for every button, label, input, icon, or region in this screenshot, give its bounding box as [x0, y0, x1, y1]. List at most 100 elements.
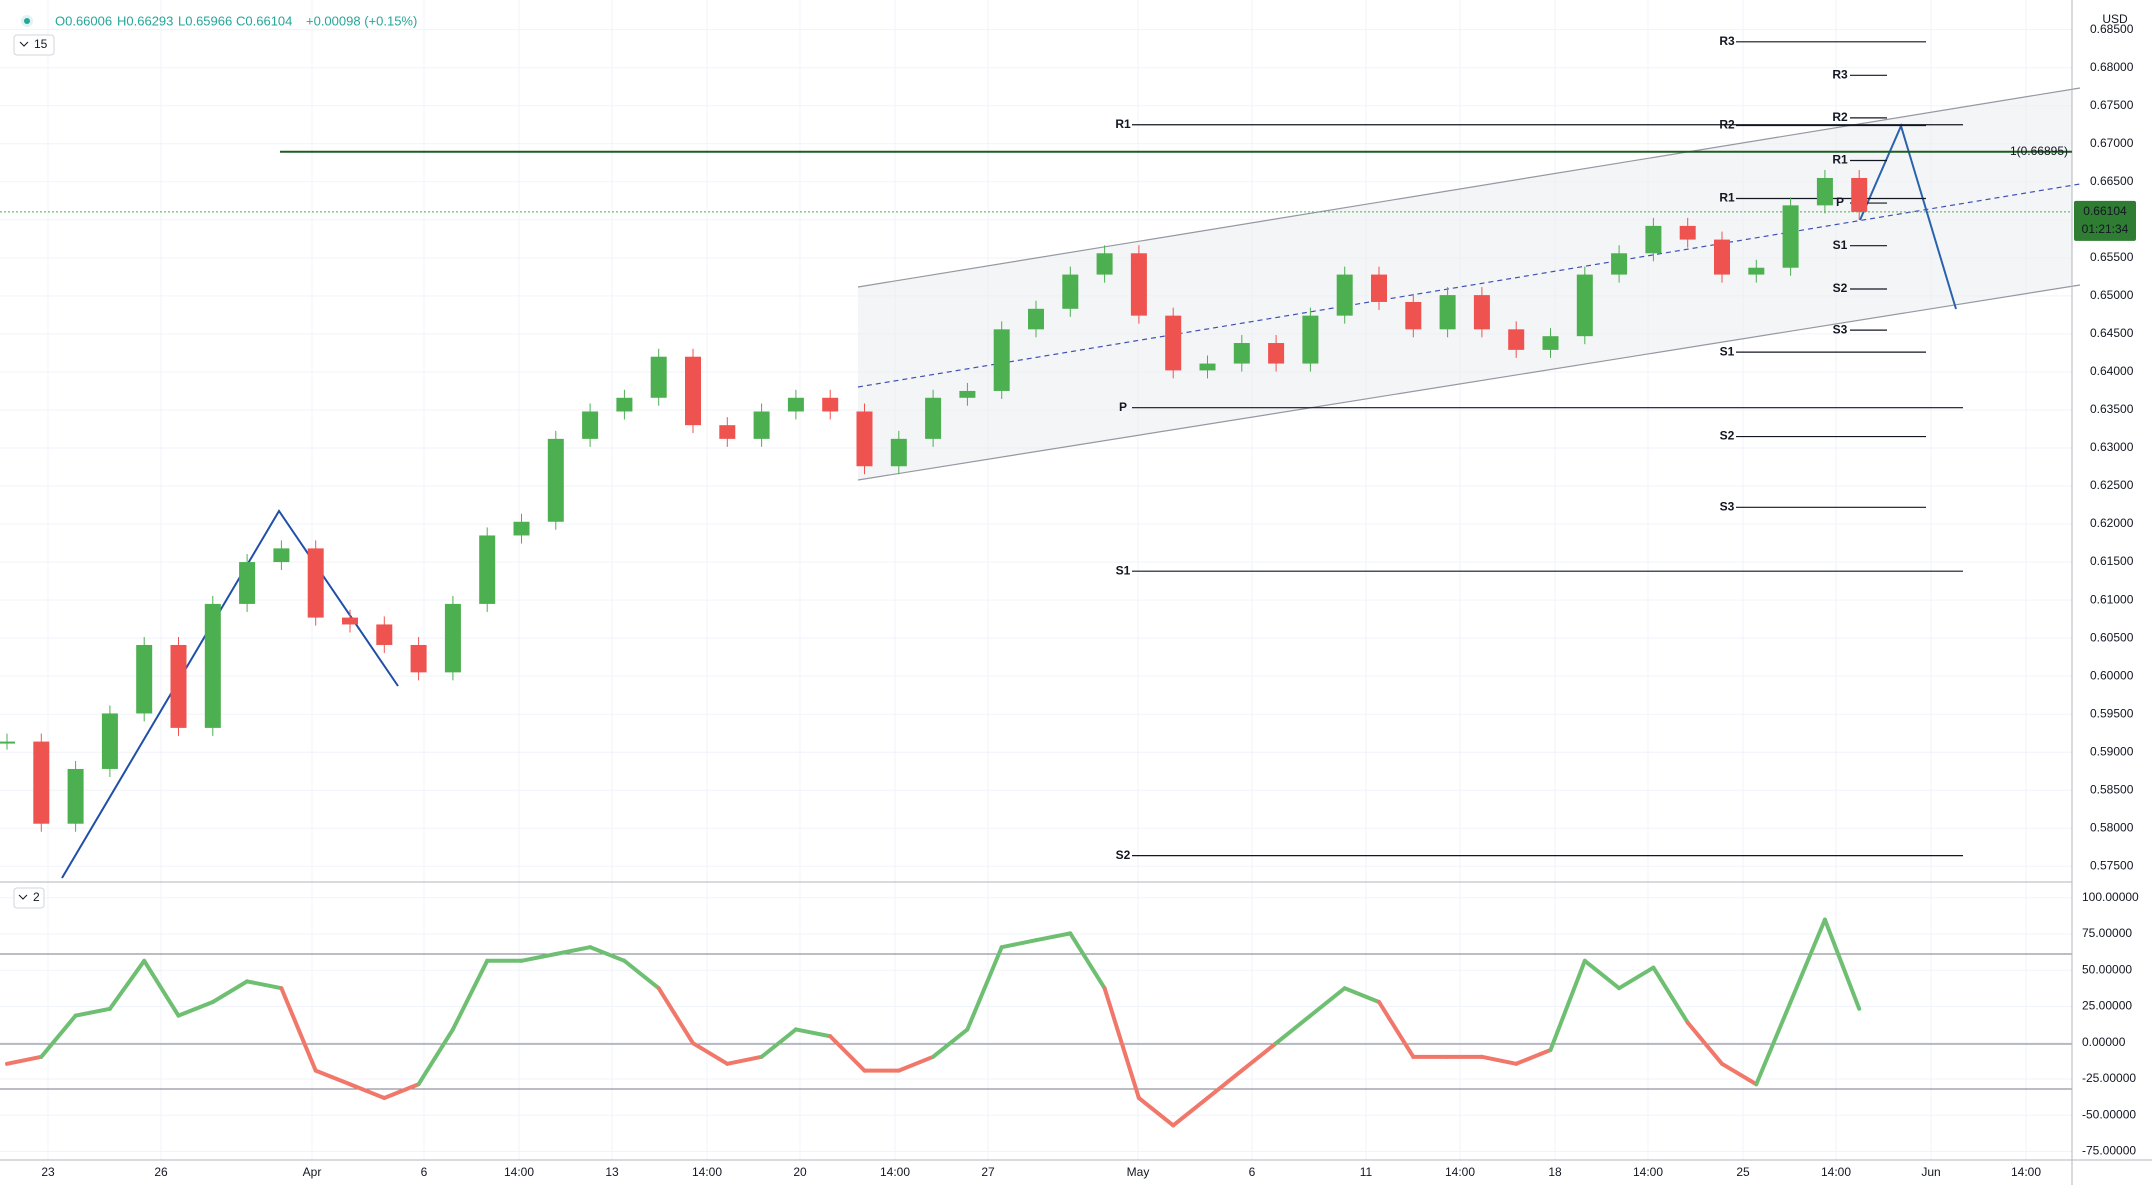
candle — [1473, 295, 1490, 330]
pivot-label: R3 — [1719, 34, 1735, 48]
osc-segment — [588, 945, 627, 963]
osc-segment — [965, 945, 1004, 1032]
osc-segment — [1171, 1096, 1210, 1128]
candle — [959, 390, 976, 398]
candle — [685, 356, 701, 426]
candle — [650, 356, 667, 398]
chevron — [18, 894, 28, 900]
candle — [170, 644, 187, 728]
candle — [273, 548, 290, 563]
pivot-label: R2 — [1832, 110, 1848, 124]
interval: 15 — [34, 37, 48, 51]
candle — [856, 411, 873, 467]
high: H0.66293 — [117, 13, 173, 28]
y-tick-label: 0.61500 — [2090, 554, 2134, 568]
x-tick-label: 14:00 — [880, 1165, 910, 1179]
candle — [616, 397, 633, 412]
y-tick-label: 0.00000 — [2082, 1035, 2126, 1049]
pivot-label: S2 — [1116, 848, 1131, 862]
pivot-label: S2 — [1720, 429, 1735, 443]
candle — [444, 603, 461, 673]
y-tick-label: 0.65500 — [2090, 250, 2134, 264]
osc-segment — [656, 986, 695, 1046]
x-tick-label: 20 — [793, 1165, 807, 1179]
x-tick-label: 14:00 — [692, 1165, 722, 1179]
currency: USD — [2102, 12, 2128, 26]
candle — [1405, 301, 1422, 330]
osc-segment — [1068, 931, 1107, 991]
osc-segment — [1651, 965, 1690, 1025]
last-price: 0.66104 — [2083, 204, 2127, 218]
osc-button[interactable] — [13, 887, 45, 909]
candle — [1714, 239, 1730, 275]
x-tick-label: 14:00 — [2011, 1165, 2041, 1179]
candle — [1371, 274, 1387, 302]
osc-segment — [1205, 1068, 1244, 1101]
x-tick-label: 27 — [981, 1165, 995, 1179]
osc-segment — [1582, 958, 1622, 991]
osc-segment — [73, 1006, 112, 1018]
interval-button[interactable] — [13, 34, 55, 56]
osc-segment — [382, 1082, 421, 1101]
osc-segment — [999, 938, 1038, 950]
candle — [719, 425, 736, 439]
open: O0.66006 — [55, 13, 112, 28]
y-tick-label: 25.00000 — [2082, 999, 2132, 1013]
candle — [547, 438, 564, 522]
pivot-label: S3 — [1833, 322, 1848, 336]
candle — [1645, 225, 1662, 254]
y-tick-label: 0.58000 — [2090, 820, 2134, 834]
osc-segment — [828, 1034, 867, 1073]
osc-segment — [348, 1082, 387, 1101]
osc-segment — [931, 1027, 970, 1059]
osc-segment — [1822, 917, 1862, 1011]
y-tick-label: 0.67500 — [2090, 98, 2134, 112]
y-tick-label: 0.64500 — [2090, 326, 2134, 340]
pivot-label: R1 — [1115, 117, 1131, 131]
candle — [1336, 274, 1353, 316]
candle — [1096, 253, 1113, 275]
pivot-label: S1 — [1720, 344, 1735, 358]
pivot-label: R2 — [1719, 118, 1735, 132]
osc-segment — [1617, 965, 1656, 991]
x-tick-label: 18 — [1548, 1165, 1562, 1179]
osc-segment — [39, 1013, 78, 1059]
y-tick-label: 0.59000 — [2090, 744, 2134, 758]
x-tick-label: Jun — [1921, 1165, 1940, 1179]
y-tick-label: 0.62500 — [2090, 478, 2134, 492]
candle — [1130, 253, 1147, 316]
channel-lower — [857, 284, 2081, 481]
candle — [1576, 274, 1593, 337]
y-tick-label: 100.00000 — [2082, 890, 2139, 904]
candle — [1611, 253, 1628, 275]
candle — [1199, 363, 1216, 371]
pivot-label: P — [1836, 195, 1844, 209]
osc-segment — [279, 986, 318, 1073]
osc-label: 2 — [33, 890, 40, 904]
x-tick-label: 25 — [1736, 1165, 1750, 1179]
y-tick-label: 0.68500 — [2090, 22, 2134, 36]
osc-segment — [1788, 917, 1827, 1004]
candle — [787, 397, 804, 412]
osc-segment — [313, 1068, 352, 1087]
channel-upper — [857, 87, 2081, 288]
candle — [582, 411, 599, 439]
candle — [376, 624, 393, 645]
y-tick-label: 0.68000 — [2090, 60, 2134, 74]
y-tick-label: 0.60000 — [2090, 668, 2134, 682]
osc-segment — [1754, 999, 1793, 1087]
candle — [1816, 177, 1833, 206]
fib-label: 1(0.66895) — [2010, 144, 2068, 158]
y-tick-label: -50.00000 — [2082, 1107, 2136, 1121]
candle — [0, 741, 15, 744]
candle — [753, 411, 770, 439]
candle — [136, 644, 153, 714]
candle — [1062, 274, 1079, 309]
osc-segment — [793, 1027, 833, 1039]
y-tick-label: 0.61000 — [2090, 592, 2134, 606]
y-tick-label: 0.63500 — [2090, 402, 2134, 416]
zigzag — [61, 509, 399, 879]
candle — [513, 521, 530, 536]
candle — [239, 562, 256, 604]
osc-segment — [725, 1054, 764, 1066]
